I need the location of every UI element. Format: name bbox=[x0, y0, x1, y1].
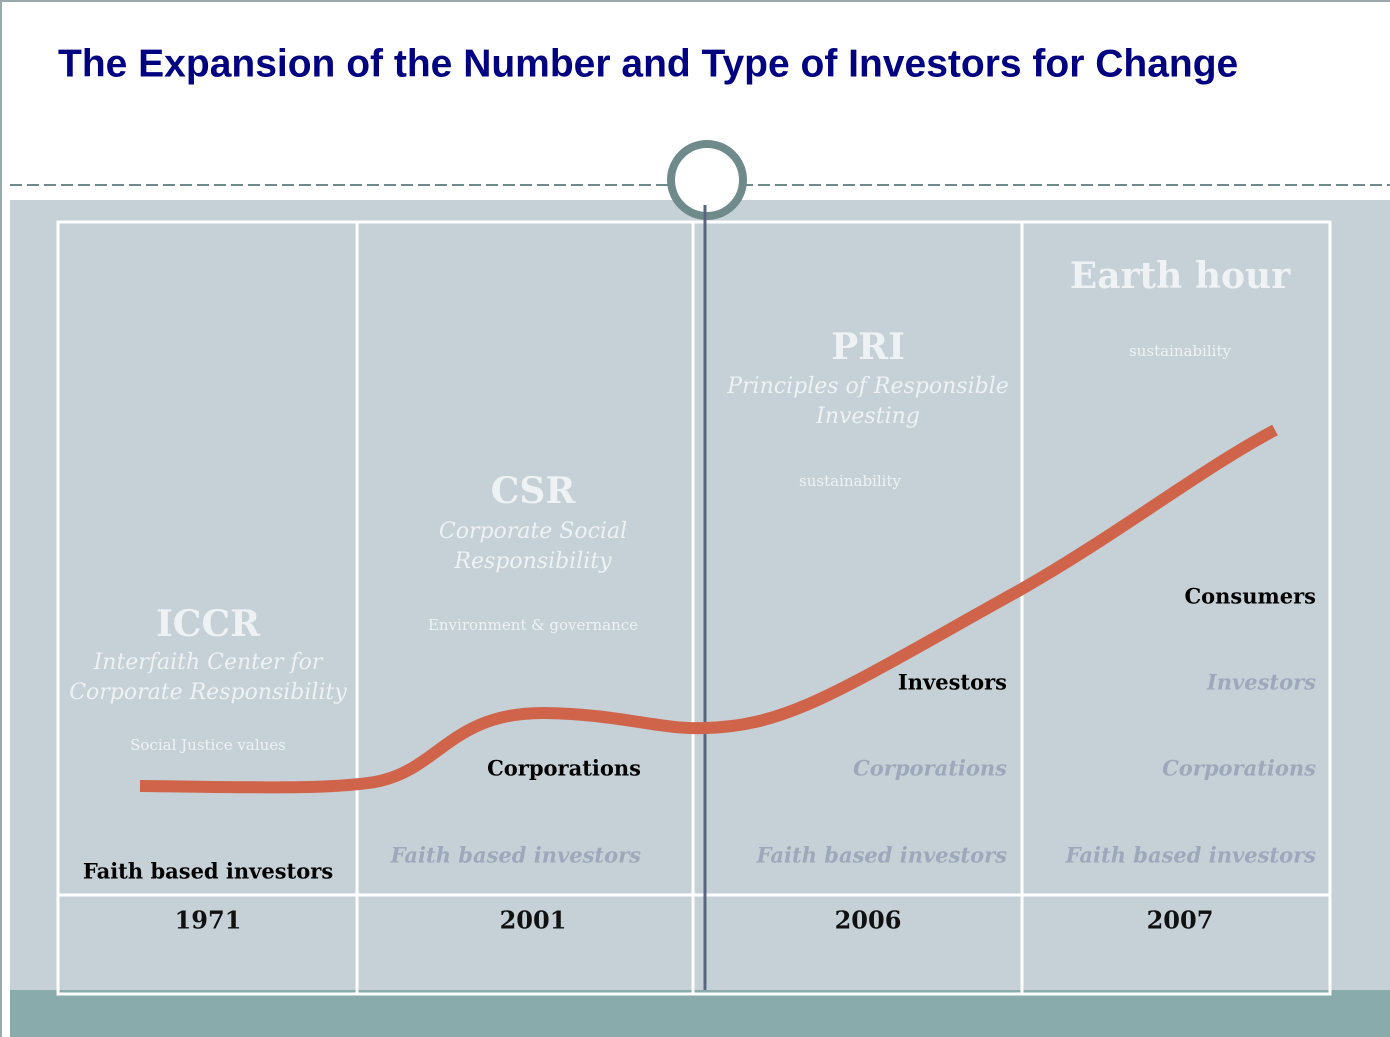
content-panel bbox=[10, 200, 1390, 992]
column-note: sustainability bbox=[1129, 342, 1231, 360]
new-investor-group: Corporations bbox=[487, 756, 641, 781]
table-grid bbox=[56, 220, 1332, 996]
earlier-investor-group: Faith based investors bbox=[756, 843, 1007, 868]
column-note: sustainability bbox=[799, 472, 901, 490]
column-note: Social Justice values bbox=[130, 736, 286, 754]
new-investor-group: Investors bbox=[898, 670, 1007, 695]
column-subtitle: Corporate Social bbox=[439, 519, 627, 544]
column-heading: PRI bbox=[831, 326, 905, 368]
column-subtitle: Interfaith Center for bbox=[93, 650, 324, 675]
year-label: 2007 bbox=[1147, 906, 1214, 935]
column-heading: CSR bbox=[491, 470, 577, 512]
earlier-investor-group: Investors bbox=[1206, 670, 1316, 695]
earlier-investor-group: Faith based investors bbox=[1065, 843, 1316, 868]
column-subtitle: Corporate Responsibility bbox=[69, 680, 347, 705]
growth-curve bbox=[139, 424, 1278, 794]
column-note: Environment & governance bbox=[428, 616, 638, 634]
divider-ornament bbox=[667, 140, 747, 220]
column-subtitle: Principles of Responsible bbox=[726, 374, 1009, 399]
footer-band bbox=[10, 990, 1390, 1037]
column-heading: ICCR bbox=[156, 603, 261, 645]
year-label: 2001 bbox=[500, 906, 567, 935]
columns: ICCR Interfaith Center for Corporate Respo… bbox=[69, 255, 1316, 935]
column-subtitle: Investing bbox=[815, 404, 920, 429]
column-heading: Earth hour bbox=[1070, 255, 1291, 297]
new-investor-group: Consumers bbox=[1184, 584, 1316, 609]
slide-title: The Expansion of the Number and Type of … bbox=[58, 42, 1238, 85]
column-subtitle: Responsibility bbox=[453, 549, 612, 574]
earlier-investor-group: Corporations bbox=[1162, 756, 1316, 781]
new-investor-group: Faith based investors bbox=[83, 859, 333, 884]
earlier-investor-group: Faith based investors bbox=[390, 843, 641, 868]
year-label: 2006 bbox=[835, 906, 902, 935]
year-label: 1971 bbox=[175, 906, 242, 935]
earlier-investor-group: Corporations bbox=[853, 756, 1007, 781]
